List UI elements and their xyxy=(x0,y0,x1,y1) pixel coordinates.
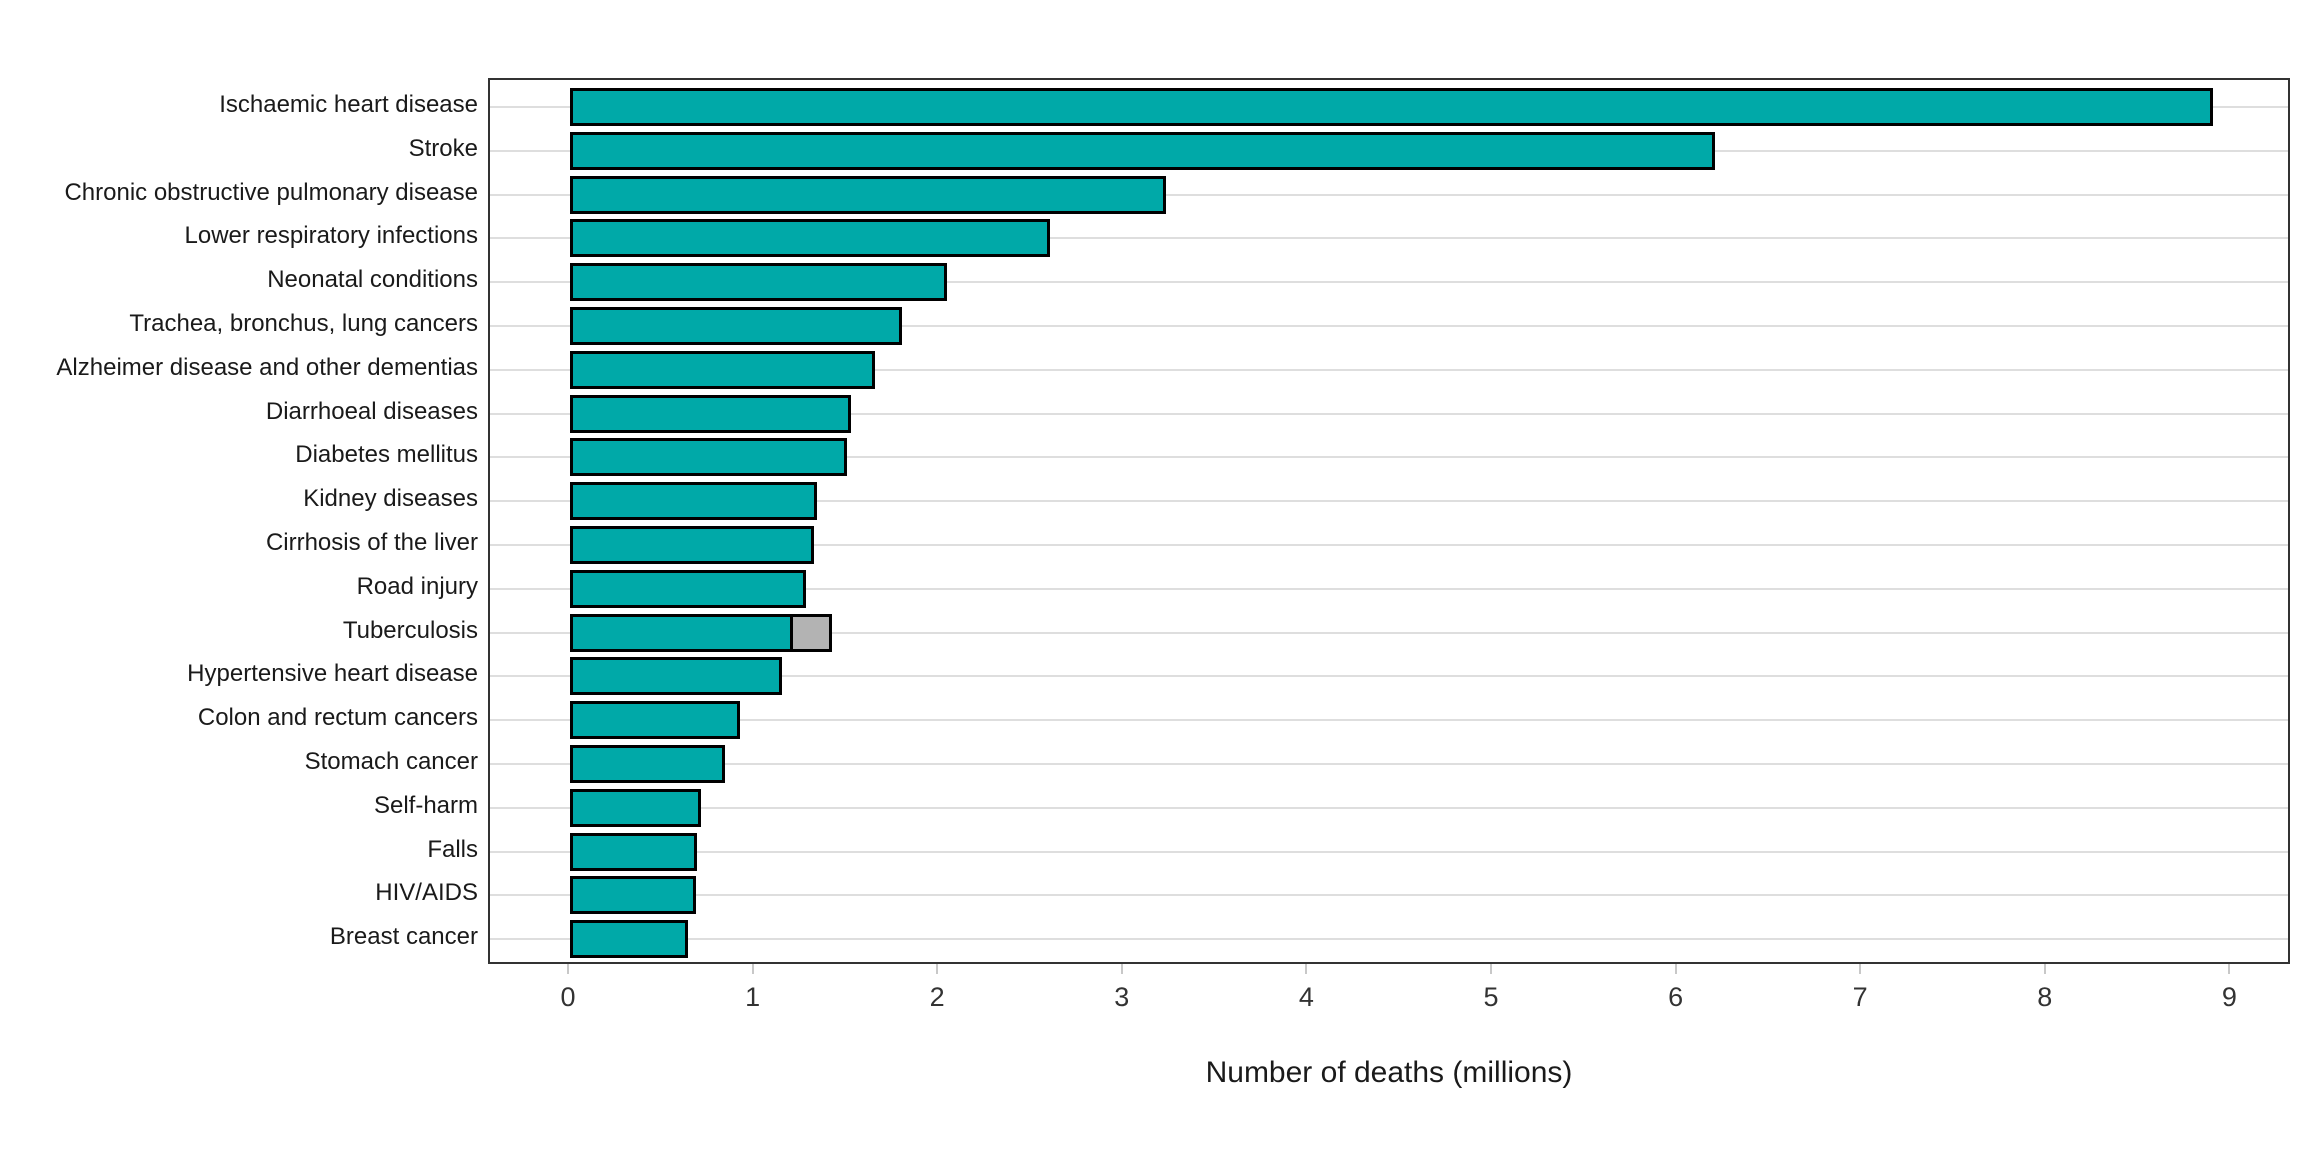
gridline xyxy=(490,237,2288,240)
x-tick-mark xyxy=(1120,964,1123,974)
category-label: Hypertensive heart disease xyxy=(187,660,478,688)
category-label: Breast cancer xyxy=(329,923,478,951)
category-label: Stomach cancer xyxy=(304,748,478,775)
gridline xyxy=(490,325,2288,327)
x-tick-label: 8 xyxy=(2037,982,2053,1012)
x-tick-mark xyxy=(567,964,569,974)
category-label: HIV/AIDS xyxy=(375,879,478,907)
gridline xyxy=(490,456,2288,459)
gridline xyxy=(490,850,2288,853)
x-tick-mark xyxy=(2043,964,2046,974)
bar xyxy=(570,832,698,871)
x-axis-title: Number of deaths (millions) xyxy=(1205,1056,1573,1089)
bar xyxy=(570,175,1167,214)
x-tick-label: 0 xyxy=(560,982,576,1012)
gridline xyxy=(490,806,2288,809)
bar xyxy=(570,920,689,959)
bar-secondary-segment xyxy=(790,613,833,652)
gridline xyxy=(490,763,2288,765)
category-label: Kidney diseases xyxy=(303,485,478,513)
gridline xyxy=(490,675,2288,678)
bar xyxy=(570,307,903,345)
plot-area xyxy=(488,78,2290,964)
category-label: Chronic obstructive pulmonary disease xyxy=(64,178,478,206)
category-label: Tuberculosis xyxy=(342,616,478,644)
x-tick-mark xyxy=(751,964,754,974)
x-tick-mark xyxy=(2228,964,2231,974)
x-tick-label: 2 xyxy=(929,982,945,1012)
bar xyxy=(570,131,1715,170)
gridline xyxy=(490,587,2288,590)
category-label: Cirrhosis of the liver xyxy=(265,529,478,556)
bar xyxy=(570,526,814,564)
category-label: Neonatal conditions xyxy=(267,266,478,294)
bar xyxy=(570,219,1050,258)
gridline xyxy=(490,938,2288,941)
x-tick-label: 4 xyxy=(1298,982,1314,1012)
category-label: Trachea, bronchus, lung cancers xyxy=(129,310,478,337)
x-tick-label: 1 xyxy=(745,982,761,1012)
gridline xyxy=(490,412,2288,415)
gridline xyxy=(490,719,2288,722)
bar xyxy=(570,394,851,433)
x-tick-label: 5 xyxy=(1483,982,1499,1012)
x-tick-mark xyxy=(1859,964,1862,974)
bar xyxy=(570,788,702,827)
category-label: Road injury xyxy=(356,572,478,600)
gridline xyxy=(490,281,2288,284)
x-tick-label: 3 xyxy=(1114,982,1130,1012)
category-label: Falls xyxy=(427,835,478,863)
bar xyxy=(570,701,740,740)
gridline xyxy=(490,544,2288,546)
x-tick-label: 7 xyxy=(1852,982,1868,1012)
x-tick-mark xyxy=(1305,964,1308,974)
bar xyxy=(570,438,847,477)
gridline xyxy=(490,193,2288,196)
bar xyxy=(570,876,696,915)
bar xyxy=(570,482,818,521)
category-label: Diabetes mellitus xyxy=(295,441,478,469)
bar xyxy=(570,657,783,696)
bar xyxy=(570,88,2213,126)
x-tick-mark xyxy=(936,964,939,974)
bar xyxy=(570,350,875,389)
category-label: Stroke xyxy=(408,134,478,162)
gridline xyxy=(490,631,2288,634)
bar xyxy=(570,569,807,608)
category-label: Colon and rectum cancers xyxy=(197,704,478,732)
gridline xyxy=(490,894,2288,897)
gridline xyxy=(490,368,2288,371)
bar xyxy=(570,613,794,652)
bar xyxy=(570,263,947,302)
category-label: Diarrhoeal diseases xyxy=(265,397,478,425)
gridline xyxy=(490,500,2288,503)
category-label: Self-harm xyxy=(373,791,478,819)
category-label: Ischaemic heart disease xyxy=(219,91,478,118)
x-tick-label: 6 xyxy=(1668,982,1684,1012)
category-label: Alzheimer disease and other dementias xyxy=(56,353,478,381)
x-tick-label: 9 xyxy=(2221,982,2237,1012)
x-tick-mark xyxy=(1674,964,1677,974)
bar xyxy=(570,745,726,783)
x-tick-mark xyxy=(1490,964,1492,974)
category-label: Lower respiratory infections xyxy=(184,222,478,250)
